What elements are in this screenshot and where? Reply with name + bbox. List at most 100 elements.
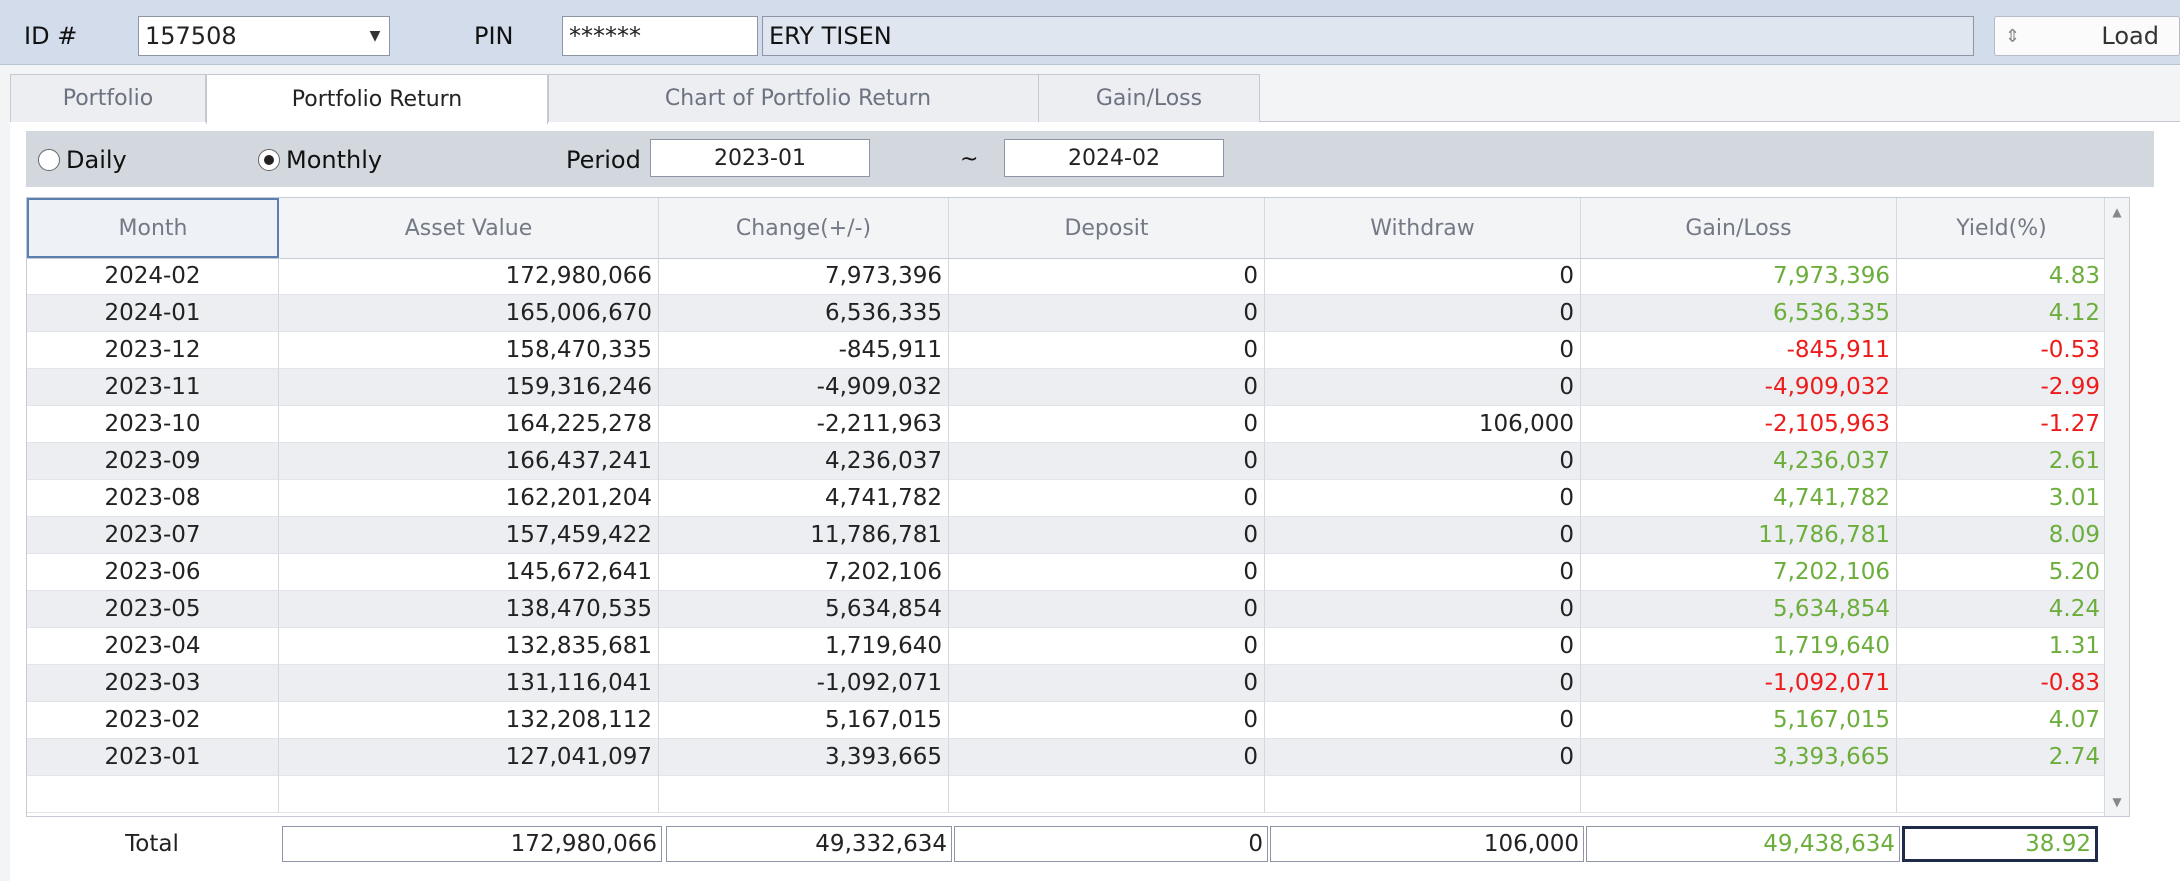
table-row[interactable]: 2023-09 166,437,241 4,236,037 0 0 4,236,037 2.…: [27, 443, 2129, 480]
cell-withdraw[interactable]: 0: [1265, 443, 1581, 480]
table-row[interactable]: 2023-06 145,672,641 7,202,106 0 0 7,202,106 5.…: [27, 554, 2129, 591]
cell-change[interactable]: -1,092,071: [659, 665, 949, 702]
cell-asset-value[interactable]: 159,316,246: [279, 369, 659, 406]
cell-gain-loss[interactable]: 6,536,335: [1581, 295, 1897, 332]
cell-change[interactable]: 4,741,782: [659, 480, 949, 517]
cell-asset-value[interactable]: 166,437,241: [279, 443, 659, 480]
cell-asset-value[interactable]: 132,835,681: [279, 628, 659, 665]
cell-change[interactable]: 1,719,640: [659, 628, 949, 665]
cell-asset-value[interactable]: 138,470,535: [279, 591, 659, 628]
cell-gain-loss[interactable]: 4,741,782: [1581, 480, 1897, 517]
cell-withdraw[interactable]: 106,000: [1265, 406, 1581, 443]
cell-month[interactable]: 2023-01: [27, 739, 279, 776]
cell-withdraw[interactable]: 0: [1265, 369, 1581, 406]
cell-yield[interactable]: 2.61: [1897, 443, 2107, 480]
cell-month[interactable]: 2023-08: [27, 480, 279, 517]
cell-month[interactable]: 2023-04: [27, 628, 279, 665]
cell-asset-value[interactable]: 158,470,335: [279, 332, 659, 369]
daily-radio[interactable]: Daily: [38, 146, 127, 174]
period-to-input[interactable]: 2024-02: [1004, 139, 1224, 177]
cell-asset-value[interactable]: 127,041,097: [279, 739, 659, 776]
column-header-month[interactable]: Month: [27, 198, 279, 258]
pin-field[interactable]: ******: [562, 16, 758, 56]
cell-deposit[interactable]: 0: [949, 369, 1265, 406]
cell-month[interactable]: 2023-07: [27, 517, 279, 554]
cell-deposit[interactable]: 0: [949, 517, 1265, 554]
cell-month[interactable]: [27, 776, 279, 813]
cell-withdraw[interactable]: 0: [1265, 295, 1581, 332]
cell-yield[interactable]: 4.07: [1897, 702, 2107, 739]
cell-change[interactable]: [659, 776, 949, 813]
cell-change[interactable]: 7,973,396: [659, 258, 949, 295]
table-row[interactable]: 2023-11 159,316,246 -4,909,032 0 0 -4,909,032…: [27, 369, 2129, 406]
cell-change[interactable]: -4,909,032: [659, 369, 949, 406]
tab-chart-of-portfolio-return[interactable]: Chart of Portfolio Return: [548, 74, 1048, 122]
table-row[interactable]: 2023-03 131,116,041 -1,092,071 0 0 -1,092,071…: [27, 665, 2129, 702]
cell-asset-value[interactable]: 172,980,066: [279, 258, 659, 295]
cell-withdraw[interactable]: [1265, 776, 1581, 813]
table-row[interactable]: 2024-02 172,980,066 7,973,396 0 0 7,973,396 4.…: [27, 258, 2129, 295]
cell-deposit[interactable]: 0: [949, 554, 1265, 591]
cell-asset-value[interactable]: [279, 776, 659, 813]
cell-gain-loss[interactable]: -1,092,071: [1581, 665, 1897, 702]
cell-month[interactable]: 2024-02: [27, 258, 279, 295]
load-button[interactable]: ⇕ Load: [1994, 16, 2180, 56]
cell-asset-value[interactable]: 165,006,670: [279, 295, 659, 332]
column-header-asset-value[interactable]: Asset Value: [279, 198, 659, 258]
vertical-scrollbar[interactable]: ▲ ▼: [2104, 198, 2129, 816]
id-select[interactable]: 157508 ▼: [138, 16, 390, 56]
cell-change[interactable]: 4,236,037: [659, 443, 949, 480]
cell-deposit[interactable]: 0: [949, 591, 1265, 628]
cell-withdraw[interactable]: 0: [1265, 702, 1581, 739]
cell-gain-loss[interactable]: 3,393,665: [1581, 739, 1897, 776]
chevron-down-icon[interactable]: ▼: [369, 28, 381, 44]
cell-gain-loss[interactable]: 5,167,015: [1581, 702, 1897, 739]
tab-portfolio-return[interactable]: Portfolio Return: [206, 74, 548, 124]
table-row[interactable]: 2023-08 162,201,204 4,741,782 0 0 4,741,782 3.…: [27, 480, 2129, 517]
cell-gain-loss[interactable]: 5,634,854: [1581, 591, 1897, 628]
cell-asset-value[interactable]: 131,116,041: [279, 665, 659, 702]
cell-gain-loss[interactable]: -845,911: [1581, 332, 1897, 369]
cell-asset-value[interactable]: 145,672,641: [279, 554, 659, 591]
cell-withdraw[interactable]: 0: [1265, 517, 1581, 554]
cell-withdraw[interactable]: 0: [1265, 480, 1581, 517]
total-yield[interactable]: 38.92: [1902, 826, 2098, 862]
cell-gain-loss[interactable]: 7,202,106: [1581, 554, 1897, 591]
column-header-yield[interactable]: Yield(%): [1897, 198, 2107, 258]
cell-change[interactable]: 3,393,665: [659, 739, 949, 776]
cell-yield[interactable]: [1897, 776, 2107, 813]
cell-yield[interactable]: 4.83: [1897, 258, 2107, 295]
cell-asset-value[interactable]: 164,225,278: [279, 406, 659, 443]
cell-gain-loss[interactable]: 4,236,037: [1581, 443, 1897, 480]
cell-withdraw[interactable]: 0: [1265, 739, 1581, 776]
cell-yield[interactable]: 4.24: [1897, 591, 2107, 628]
cell-change[interactable]: 5,167,015: [659, 702, 949, 739]
table-row[interactable]: 2023-01 127,041,097 3,393,665 0 0 3,393,665 2.…: [27, 739, 2129, 776]
cell-gain-loss[interactable]: -2,105,963: [1581, 406, 1897, 443]
cell-yield[interactable]: 5.20: [1897, 554, 2107, 591]
table-row[interactable]: 2024-01 165,006,670 6,536,335 0 0 6,536,335 4.…: [27, 295, 2129, 332]
period-from-input[interactable]: 2023-01: [650, 139, 870, 177]
cell-withdraw[interactable]: 0: [1265, 258, 1581, 295]
cell-yield[interactable]: -0.53: [1897, 332, 2107, 369]
cell-asset-value[interactable]: 162,201,204: [279, 480, 659, 517]
cell-month[interactable]: 2023-12: [27, 332, 279, 369]
cell-change[interactable]: -2,211,963: [659, 406, 949, 443]
table-row[interactable]: 2023-12 158,470,335 -845,911 0 0 -845,911 -0.5…: [27, 332, 2129, 369]
cell-deposit[interactable]: 0: [949, 443, 1265, 480]
cell-month[interactable]: 2024-01: [27, 295, 279, 332]
cell-gain-loss[interactable]: -4,909,032: [1581, 369, 1897, 406]
cell-deposit[interactable]: 0: [949, 739, 1265, 776]
cell-month[interactable]: 2023-10: [27, 406, 279, 443]
tab-portfolio[interactable]: Portfolio: [10, 74, 206, 122]
cell-yield[interactable]: 2.74: [1897, 739, 2107, 776]
cell-deposit[interactable]: 0: [949, 628, 1265, 665]
cell-yield[interactable]: -1.27: [1897, 406, 2107, 443]
column-header-withdraw[interactable]: Withdraw: [1265, 198, 1581, 258]
table-row[interactable]: [27, 776, 2129, 813]
cell-gain-loss[interactable]: [1581, 776, 1897, 813]
table-row[interactable]: 2023-04 132,835,681 1,719,640 0 0 1,719,640 1.…: [27, 628, 2129, 665]
cell-yield[interactable]: -2.99: [1897, 369, 2107, 406]
table-row[interactable]: 2023-07 157,459,422 11,786,781 0 0 11,786,781…: [27, 517, 2129, 554]
cell-gain-loss[interactable]: 1,719,640: [1581, 628, 1897, 665]
